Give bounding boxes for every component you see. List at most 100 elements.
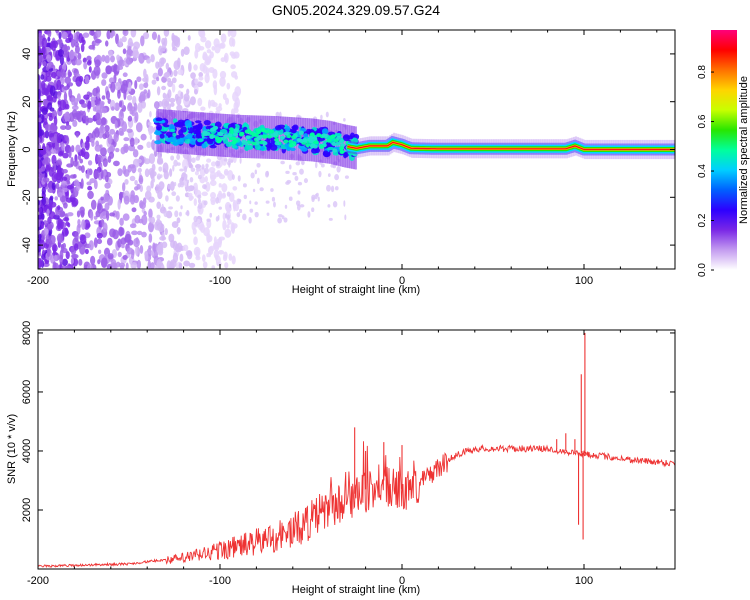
noise-blob <box>124 233 132 243</box>
noise-blob <box>58 31 62 39</box>
trace-blob <box>291 135 297 140</box>
noise-blob <box>63 217 70 222</box>
trace-blob <box>155 117 163 122</box>
noise-blob <box>224 201 232 212</box>
noise-blob <box>219 76 226 87</box>
noise-blob <box>202 184 207 190</box>
noise-blob <box>108 151 115 159</box>
noise-blob <box>174 210 179 218</box>
trace-halo <box>321 119 325 163</box>
noise-blob <box>301 160 305 165</box>
noise-blob <box>218 183 222 188</box>
noise-blob <box>122 30 127 35</box>
noise-blob <box>110 81 116 93</box>
spectrogram-x-label: Height of straight line (km) <box>292 284 420 296</box>
noise-blob <box>54 196 58 201</box>
noise-blob <box>170 102 175 107</box>
noise-blob <box>194 78 199 85</box>
noise-blob <box>122 48 127 55</box>
noise-blob <box>105 65 113 75</box>
noise-blob <box>265 200 270 204</box>
noise-blob <box>112 229 119 240</box>
noise-blob <box>224 213 228 219</box>
noise-blob <box>121 36 127 43</box>
noise-blob <box>72 160 78 167</box>
noise-blob <box>131 207 137 213</box>
noise-blob <box>67 82 74 87</box>
noise-blob <box>51 154 57 165</box>
noise-blob <box>94 39 102 44</box>
noise-blob <box>221 183 228 193</box>
noise-blob <box>226 82 231 90</box>
noise-blob <box>60 244 64 253</box>
noise-blob <box>52 40 58 49</box>
noise-blob <box>123 195 130 205</box>
noise-blob <box>47 61 54 69</box>
trace-blob <box>189 127 194 134</box>
noise-blob <box>104 55 110 64</box>
noise-blob <box>231 38 236 47</box>
noise-blob <box>114 102 120 112</box>
noise-blob <box>344 214 347 221</box>
noise-blob <box>303 178 308 184</box>
noise-blob <box>90 255 96 266</box>
noise-blob <box>190 167 196 173</box>
noise-blob <box>136 259 142 269</box>
noise-blob <box>38 117 42 123</box>
noise-blob <box>97 259 101 265</box>
noise-blob <box>147 192 152 196</box>
noise-blob <box>209 179 217 187</box>
noise-blob <box>285 170 290 175</box>
trace-blob <box>189 138 198 145</box>
x-tick-label: -200 <box>27 275 49 287</box>
noise-blob <box>41 213 45 220</box>
noise-blob <box>198 45 205 51</box>
noise-blob <box>328 217 333 221</box>
noise-blob <box>334 186 339 191</box>
noise-blob <box>127 115 133 122</box>
noise-blob <box>78 110 84 116</box>
noise-blob <box>113 160 120 167</box>
noise-blob <box>90 199 97 210</box>
noise-blob <box>248 216 252 224</box>
noise-blob <box>137 167 142 173</box>
trace-blob <box>262 141 268 146</box>
noise-blob <box>225 97 230 105</box>
noise-blob <box>41 107 48 115</box>
noise-blob <box>152 217 155 222</box>
noise-blob <box>201 191 208 197</box>
trace-blob <box>302 138 308 143</box>
trace-blob <box>274 125 282 131</box>
noise-blob <box>94 127 100 138</box>
noise-blob <box>100 156 104 163</box>
noise-blob <box>193 236 198 246</box>
noise-blob <box>180 91 184 100</box>
noise-blob <box>136 158 142 164</box>
noise-blob <box>199 166 206 177</box>
noise-blob <box>74 154 78 163</box>
noise-blob <box>166 77 172 83</box>
noise-blob <box>40 74 45 80</box>
noise-blob <box>256 177 260 185</box>
noise-blob <box>130 249 135 260</box>
noise-blob <box>143 158 151 165</box>
noise-blob <box>86 263 94 269</box>
noise-blob <box>129 137 135 147</box>
noise-blob <box>153 101 160 110</box>
noise-blob <box>51 244 58 253</box>
noise-blob <box>86 60 92 66</box>
y-tick-label: 6000 <box>21 380 33 404</box>
noise-blob <box>158 263 165 269</box>
noise-blob <box>88 240 94 251</box>
noise-blob <box>191 157 196 164</box>
noise-blob <box>78 165 82 171</box>
noise-blob <box>200 36 207 43</box>
noise-blob <box>72 119 78 128</box>
noise-blob <box>189 96 196 106</box>
noise-blob <box>133 102 138 113</box>
noise-blob <box>38 137 41 143</box>
noise-blob <box>176 226 181 235</box>
noise-blob <box>141 231 147 238</box>
noise-blob <box>121 244 125 249</box>
